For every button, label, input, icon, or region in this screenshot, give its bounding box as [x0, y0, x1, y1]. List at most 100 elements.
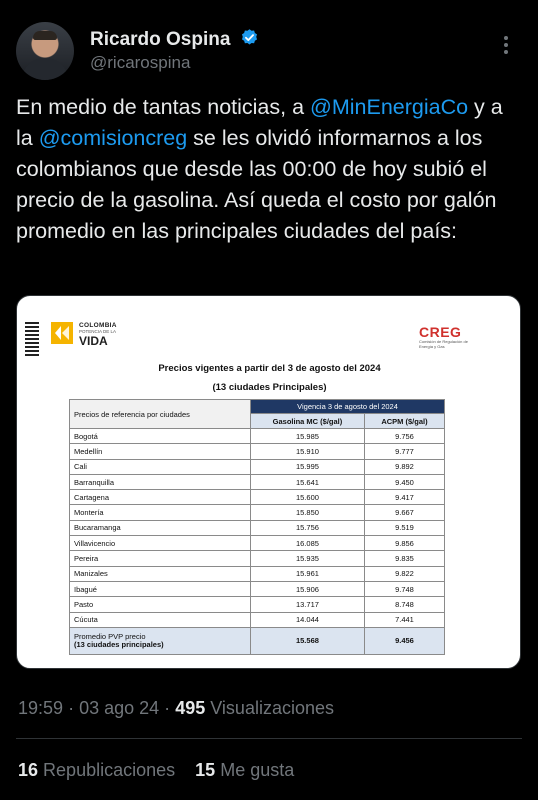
- divider: [16, 738, 522, 739]
- city-cell: Manizales: [69, 565, 251, 582]
- gasolina-cell: 15.910: [250, 443, 365, 460]
- acpm-cell: 9.756: [363, 427, 446, 445]
- gasolina-cell: 13.717: [250, 596, 365, 613]
- acpm-cell: 9.822: [363, 565, 446, 582]
- reposts-label: Republicaciones: [43, 760, 176, 780]
- reposts-link[interactable]: 16 Republicaciones: [18, 760, 175, 780]
- author-name-row[interactable]: Ricardo Ospina: [90, 28, 259, 51]
- table-row: Bogotá 15.985 9.756: [69, 427, 446, 445]
- column-header-gasolina: Gasolina MC ($/gal): [250, 413, 365, 429]
- table-row: Cúcuta 14.044 7.441: [69, 611, 446, 628]
- gasolina-cell: 15.995: [250, 458, 365, 475]
- gasolina-cell: 15.961: [250, 565, 365, 582]
- table-row: Barranquilla 15.641 9.450: [69, 473, 446, 491]
- city-cell: Pereira: [69, 550, 251, 567]
- tweet-stats: 16 Republicaciones 15 Me gusta: [18, 760, 294, 781]
- avatar[interactable]: [16, 22, 74, 80]
- gasolina-cell: 15.600: [250, 489, 365, 506]
- group-header: Vigencia 3 de agosto del 2024: [250, 399, 445, 414]
- table-row: Montería 15.850 9.667: [69, 504, 446, 521]
- table-row: Cali 15.995 9.892: [69, 458, 446, 475]
- table-row: Ibagué 15.906 9.748: [69, 580, 446, 598]
- city-cell: Ibagué: [69, 580, 251, 598]
- mention-link[interactable]: @comisioncreg: [38, 126, 188, 150]
- acpm-total-cell: 9.456: [363, 626, 446, 655]
- tweet-text-part: y a la: [16, 95, 503, 150]
- table-row: Villavicencio 16.085 9.856: [69, 535, 446, 552]
- acpm-cell: 9.748: [363, 580, 446, 598]
- author-handle[interactable]: @ricarospina: [90, 53, 191, 72]
- gasolina-cell: 15.935: [250, 550, 365, 567]
- author-name[interactable]: Ricardo Ospina: [90, 29, 231, 50]
- tweet-text-part: se les olvidó informarnos a los colombia…: [16, 126, 497, 243]
- acpm-cell: 8.748: [363, 596, 446, 613]
- more-options-icon[interactable]: [496, 36, 516, 58]
- total-sublabel: (13 ciudades principales): [74, 639, 164, 649]
- views-label: Visualizaciones: [210, 698, 334, 718]
- gasolina-cell: 14.044: [250, 611, 365, 628]
- separator-dot: ·: [68, 698, 75, 718]
- reposts-count: 16: [18, 760, 39, 780]
- table-row: Medellín 15.910 9.777: [69, 443, 446, 460]
- likes-label: Me gusta: [220, 760, 295, 780]
- total-label-cell: Promedio PVP precio (13 ciudades principa…: [69, 626, 251, 655]
- city-cell: Villavicencio: [69, 535, 251, 552]
- acpm-cell: 7.441: [363, 611, 446, 628]
- acpm-cell: 9.892: [363, 458, 446, 475]
- table-row: Cartagena 15.600 9.417: [69, 489, 446, 506]
- creg-logo-subtitle: Comisión de Regulación de Energía y Gas: [419, 339, 468, 349]
- gasolina-total-cell: 15.568: [250, 626, 365, 655]
- document-title: Precios vigentes a partir del 3 de agost…: [158, 363, 381, 374]
- tweet-header: Ricardo Ospina @ricarospina: [16, 22, 522, 82]
- acpm-cell: 9.519: [363, 519, 446, 537]
- acpm-cell: 9.856: [363, 535, 446, 552]
- city-cell: Bucaramanga: [69, 519, 251, 537]
- attached-image[interactable]: COLOMBIA POTENCIA DE LA VIDA CREG Comisi…: [16, 295, 521, 669]
- row-header: Precios de referencia por ciudades: [69, 399, 251, 429]
- creg-logo: CREG Comisión de Regulación de Energía y…: [419, 324, 471, 354]
- city-cell: Cali: [69, 458, 251, 475]
- city-cell: Montería: [69, 504, 251, 521]
- tweet-date[interactable]: 03 ago 24: [79, 698, 160, 718]
- table-row: Pereira 15.935 9.835: [69, 550, 446, 567]
- acpm-cell: 9.667: [363, 504, 446, 521]
- separator-dot: ·: [164, 698, 171, 718]
- acpm-cell: 9.777: [363, 443, 446, 460]
- city-cell: Pasto: [69, 596, 251, 613]
- table-row: Pasto 13.717 8.748: [69, 596, 446, 613]
- city-cell: Cúcuta: [69, 611, 251, 628]
- creg-logo-text: CREG: [419, 324, 462, 340]
- column-header-acpm: ACPM ($/gal): [363, 413, 446, 429]
- mention-link[interactable]: @MinEnergiaCo: [310, 95, 469, 119]
- tweet-text-part: En medio de tantas noticias, a: [16, 95, 311, 119]
- table-row: Bucaramanga 15.756 9.519: [69, 519, 446, 537]
- total-label: Promedio PVP precio: [74, 631, 146, 641]
- tweet-text: En medio de tantas noticias, a @MinEnerg…: [16, 92, 522, 247]
- table-row: Manizales 15.961 9.822: [69, 565, 446, 582]
- colombia-logo-icon: [51, 322, 73, 344]
- document-stamp: [23, 322, 45, 482]
- acpm-cell: 9.450: [363, 473, 446, 491]
- table-header-row: Precios de referencia por ciudades Vigen…: [69, 399, 445, 429]
- gasolina-cell: 15.641: [250, 473, 365, 491]
- gasolina-cell: 16.085: [250, 535, 365, 552]
- acpm-cell: 9.417: [363, 489, 446, 506]
- likes-count: 15: [195, 760, 216, 780]
- logo-text: POTENCIA DE LA: [79, 329, 117, 334]
- city-cell: Medellín: [69, 443, 251, 460]
- city-cell: Cartagena: [69, 489, 251, 506]
- colombia-logo: COLOMBIA POTENCIA DE LA VIDA: [51, 322, 141, 348]
- table-total-row: Promedio PVP precio (13 ciudades principa…: [69, 626, 446, 655]
- logo-text: VIDA: [79, 334, 108, 348]
- document-subtitle: (13 ciudades Principales): [212, 382, 327, 393]
- qr-code-icon: [25, 322, 39, 356]
- city-cell: Bogotá: [69, 427, 251, 445]
- acpm-cell: 9.835: [363, 550, 446, 567]
- gasolina-cell: 15.985: [250, 427, 365, 445]
- city-cell: Barranquilla: [69, 473, 251, 491]
- verified-badge-icon: [241, 29, 257, 45]
- tweet-time[interactable]: 19:59: [18, 698, 64, 718]
- views-count: 495: [175, 698, 206, 718]
- likes-link[interactable]: 15 Me gusta: [195, 760, 294, 780]
- gasolina-cell: 15.906: [250, 580, 365, 598]
